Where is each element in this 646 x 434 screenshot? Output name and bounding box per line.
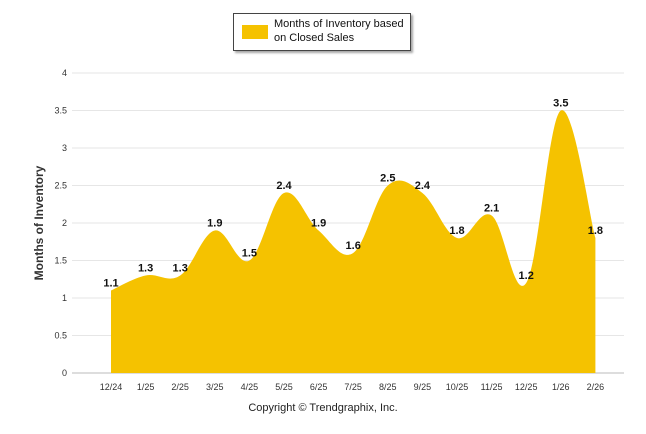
data-label: 1.8 [588,225,603,237]
x-tick-label: 1/25 [137,382,155,392]
data-label: 1.9 [207,218,222,230]
data-label: 1.9 [311,218,326,230]
data-label: 3.5 [553,98,568,110]
data-label: 1.6 [346,240,361,252]
y-tick-label: 1.5 [54,256,67,266]
y-tick-label: 3 [62,143,67,153]
data-label: 2.4 [415,180,431,192]
inventory-area-series [111,110,596,374]
data-label: 2.5 [380,173,395,185]
x-tick-label: 2/25 [171,382,189,392]
data-label: 1.5 [242,248,257,260]
data-label: 1.1 [103,278,118,290]
y-tick-label: 1 [62,293,67,303]
x-tick-label: 7/25 [344,382,362,392]
data-label: 2.1 [484,203,499,215]
x-tick-label: 3/25 [206,382,224,392]
y-tick-label: 4 [62,68,67,78]
data-label: 1.3 [173,263,188,275]
legend-label: Months of Inventory based on Closed Sale… [274,18,404,44]
y-tick-label: 2.5 [54,181,67,191]
y-tick-label: 3.5 [54,106,67,116]
x-tick-label: 6/25 [310,382,328,392]
data-label: 2.4 [276,180,292,192]
y-axis-title: Months of Inventory [32,165,46,280]
legend: Months of Inventory based on Closed Sale… [233,13,411,51]
legend-swatch [242,25,268,39]
data-label: 1.8 [449,225,464,237]
copyright-credit: Copyright © Trendgraphix, Inc. [248,402,398,414]
y-tick-label: 0 [62,368,67,378]
x-tick-label: 2/26 [587,382,605,392]
x-tick-label: 10/25 [446,382,469,392]
x-tick-label: 8/25 [379,382,397,392]
x-tick-label: 12/25 [515,382,538,392]
y-tick-label: 0.5 [54,331,67,341]
x-tick-label: 11/25 [481,382,503,392]
x-tick-label: 1/26 [552,382,570,392]
x-tick-label: 5/25 [275,382,293,392]
y-tick-label: 2 [62,218,67,228]
data-label: 1.2 [519,270,534,282]
data-label: 1.3 [138,263,153,275]
x-tick-label: 12/24 [100,382,123,392]
x-tick-label: 9/25 [414,382,432,392]
x-tick-label: 4/25 [241,382,259,392]
